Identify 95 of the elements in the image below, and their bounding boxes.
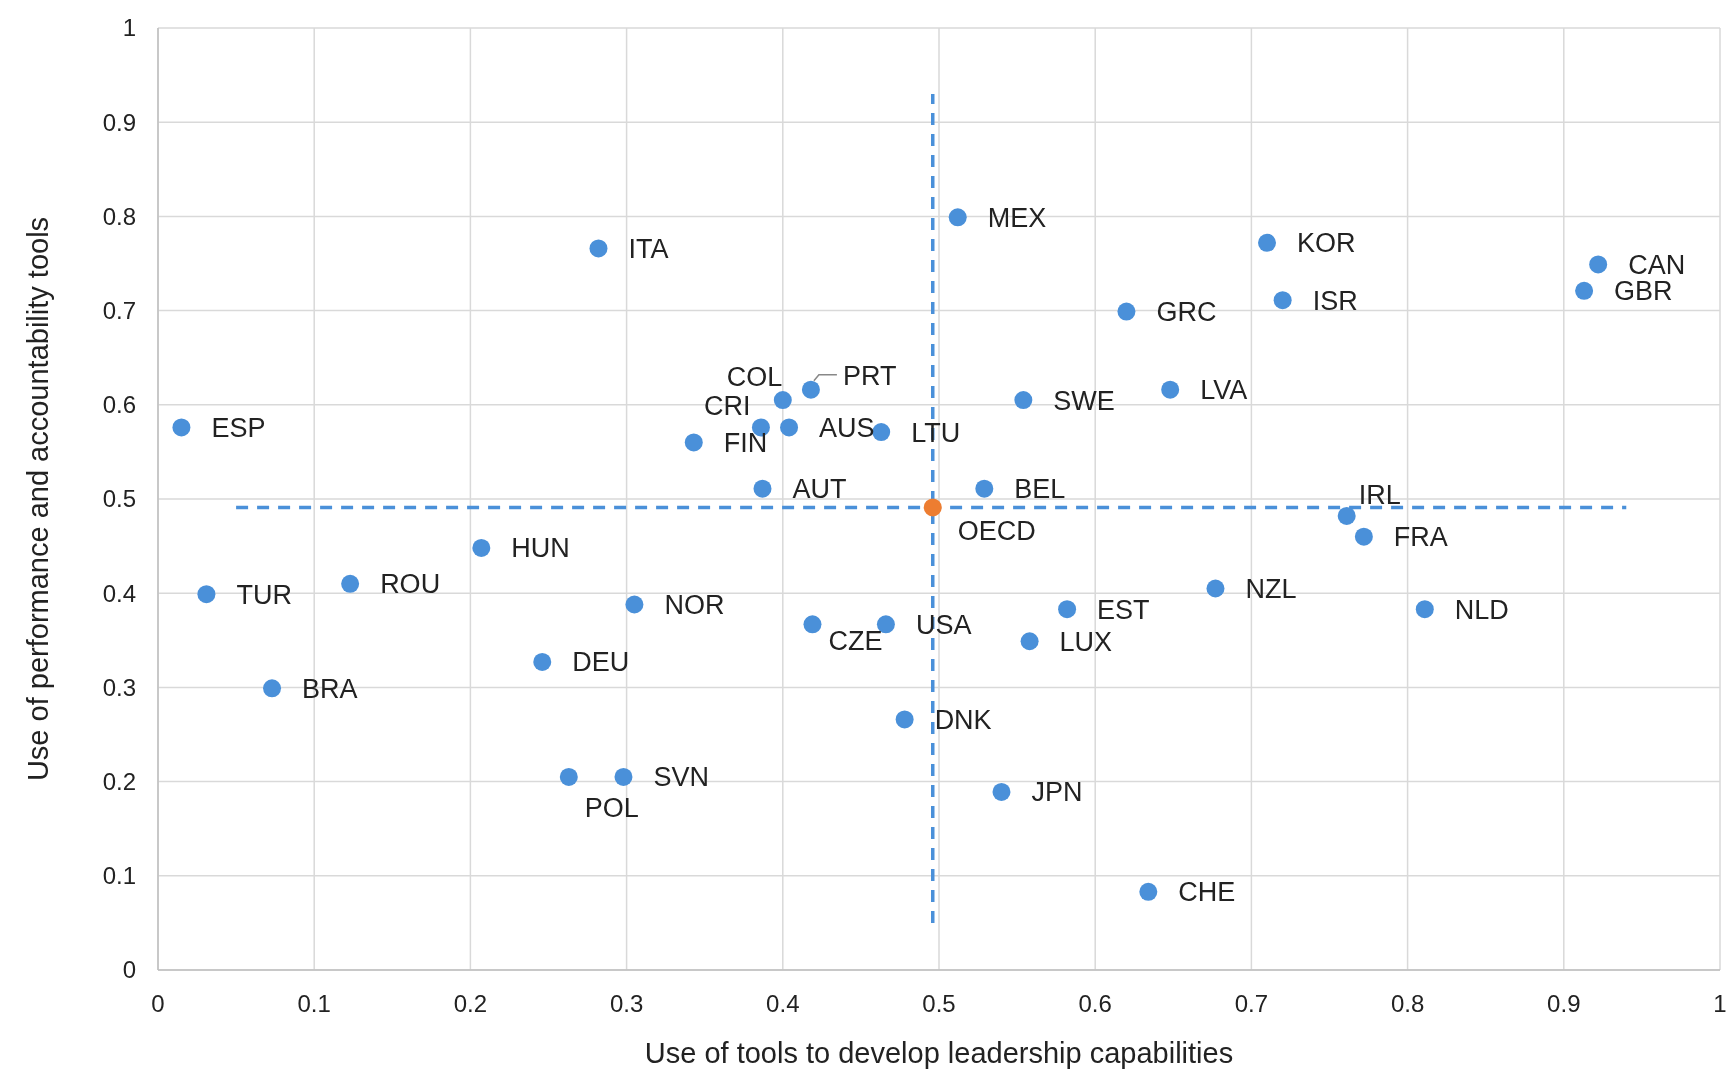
annotation: CRI [703, 390, 751, 421]
point [923, 498, 942, 517]
x-tick-label: 0.9 [1547, 990, 1581, 1017]
x-tick-label: 0.1 [297, 990, 331, 1017]
point [780, 418, 799, 437]
y-tick-label: 0.5 [102, 485, 136, 513]
point [1206, 579, 1225, 598]
annotation: BEL [1014, 474, 1066, 505]
y-tick-label: 0.9 [102, 108, 136, 136]
point [992, 782, 1011, 801]
point [753, 479, 772, 498]
y-tick-label: 0.8 [102, 202, 136, 230]
annotation: CZE [828, 625, 883, 656]
point [533, 652, 552, 671]
annotation: NLD [1454, 594, 1509, 625]
point [1575, 281, 1594, 300]
annotation: IRL [1358, 480, 1401, 511]
annotation: KOR [1297, 228, 1356, 259]
point [1589, 255, 1608, 274]
point [1117, 302, 1136, 321]
x-tick-label: 0 [151, 990, 165, 1017]
annotation: AUS [819, 412, 875, 443]
point [1139, 882, 1158, 901]
point [263, 679, 282, 698]
y-tick-label: 1 [122, 14, 136, 42]
x-tick-label: 0.5 [922, 990, 956, 1017]
point [172, 418, 191, 437]
y-tick-label: 0.1 [102, 862, 136, 890]
annotation: BRA [302, 673, 358, 704]
annotation: ITA [628, 233, 669, 264]
x-tick-label: 0.8 [1390, 990, 1425, 1017]
point [341, 574, 360, 593]
y-tick-label: 0.3 [102, 673, 136, 701]
point [614, 767, 633, 786]
point [559, 767, 578, 786]
y-tick-label: 0.4 [102, 579, 136, 607]
annotation: CHE [1178, 877, 1236, 908]
x-tick-label: 0.2 [453, 990, 488, 1017]
annotation: USA [915, 609, 972, 640]
annotation: LUX [1059, 626, 1113, 657]
x-axis-title: Use of tools to develop leadership capabilities [644, 1037, 1234, 1069]
x-tick-label: 1 [1713, 990, 1727, 1017]
annotation: DNK [934, 704, 992, 735]
annotation: ISR [1312, 285, 1358, 316]
annotation: GRC [1156, 296, 1217, 327]
y-tick-label: 0.2 [102, 768, 136, 795]
annotation: POL [584, 793, 639, 824]
annotation: AUT [792, 474, 847, 505]
annotation: ESP [211, 412, 266, 443]
x-tick-label: 0.4 [766, 990, 800, 1017]
y-axis-title: Use of performance and accountability tools [22, 216, 54, 782]
point [975, 479, 994, 498]
point [472, 538, 491, 557]
point [1161, 380, 1180, 399]
point [801, 380, 820, 399]
point [1020, 632, 1039, 651]
annotation: TUR [236, 579, 292, 610]
point [625, 595, 644, 614]
point [803, 615, 822, 634]
point [589, 239, 608, 258]
y-tick-label: 0.7 [102, 297, 136, 324]
point [684, 433, 703, 452]
y-tick-label: 0.6 [102, 391, 136, 419]
annotation: NZL [1245, 573, 1297, 604]
point [1415, 600, 1434, 619]
annotation: SWE [1053, 385, 1115, 416]
point [1273, 291, 1292, 310]
annotation: OECD [957, 515, 1036, 546]
x-tick-label: 0.7 [1234, 990, 1269, 1017]
point [1354, 527, 1373, 546]
y-tick-label: 0 [122, 956, 136, 984]
annotation: COL [726, 361, 783, 392]
annotation: PRT [842, 361, 897, 392]
annotation: JPN [1031, 777, 1083, 808]
x-tick-label: 0.6 [1078, 990, 1112, 1017]
point [773, 391, 792, 410]
annotation: MEX [987, 202, 1047, 233]
annotation: ROU [380, 569, 441, 600]
annotation: FRA [1393, 522, 1448, 553]
point [197, 585, 216, 604]
point [1258, 233, 1277, 252]
annotation: SVN [653, 762, 710, 793]
point [948, 208, 967, 227]
point [872, 423, 891, 442]
annotation: HUN [511, 533, 570, 564]
x-tick-label: 0.3 [609, 990, 644, 1017]
annotation: FIN [723, 427, 768, 458]
point [1014, 391, 1033, 410]
point [1337, 506, 1356, 525]
point [895, 710, 914, 729]
point [1058, 600, 1077, 619]
annotation: LVA [1200, 375, 1248, 406]
annotation: EST [1097, 594, 1150, 625]
annotation: DEU [572, 647, 630, 678]
annotation: NOR [664, 589, 725, 620]
